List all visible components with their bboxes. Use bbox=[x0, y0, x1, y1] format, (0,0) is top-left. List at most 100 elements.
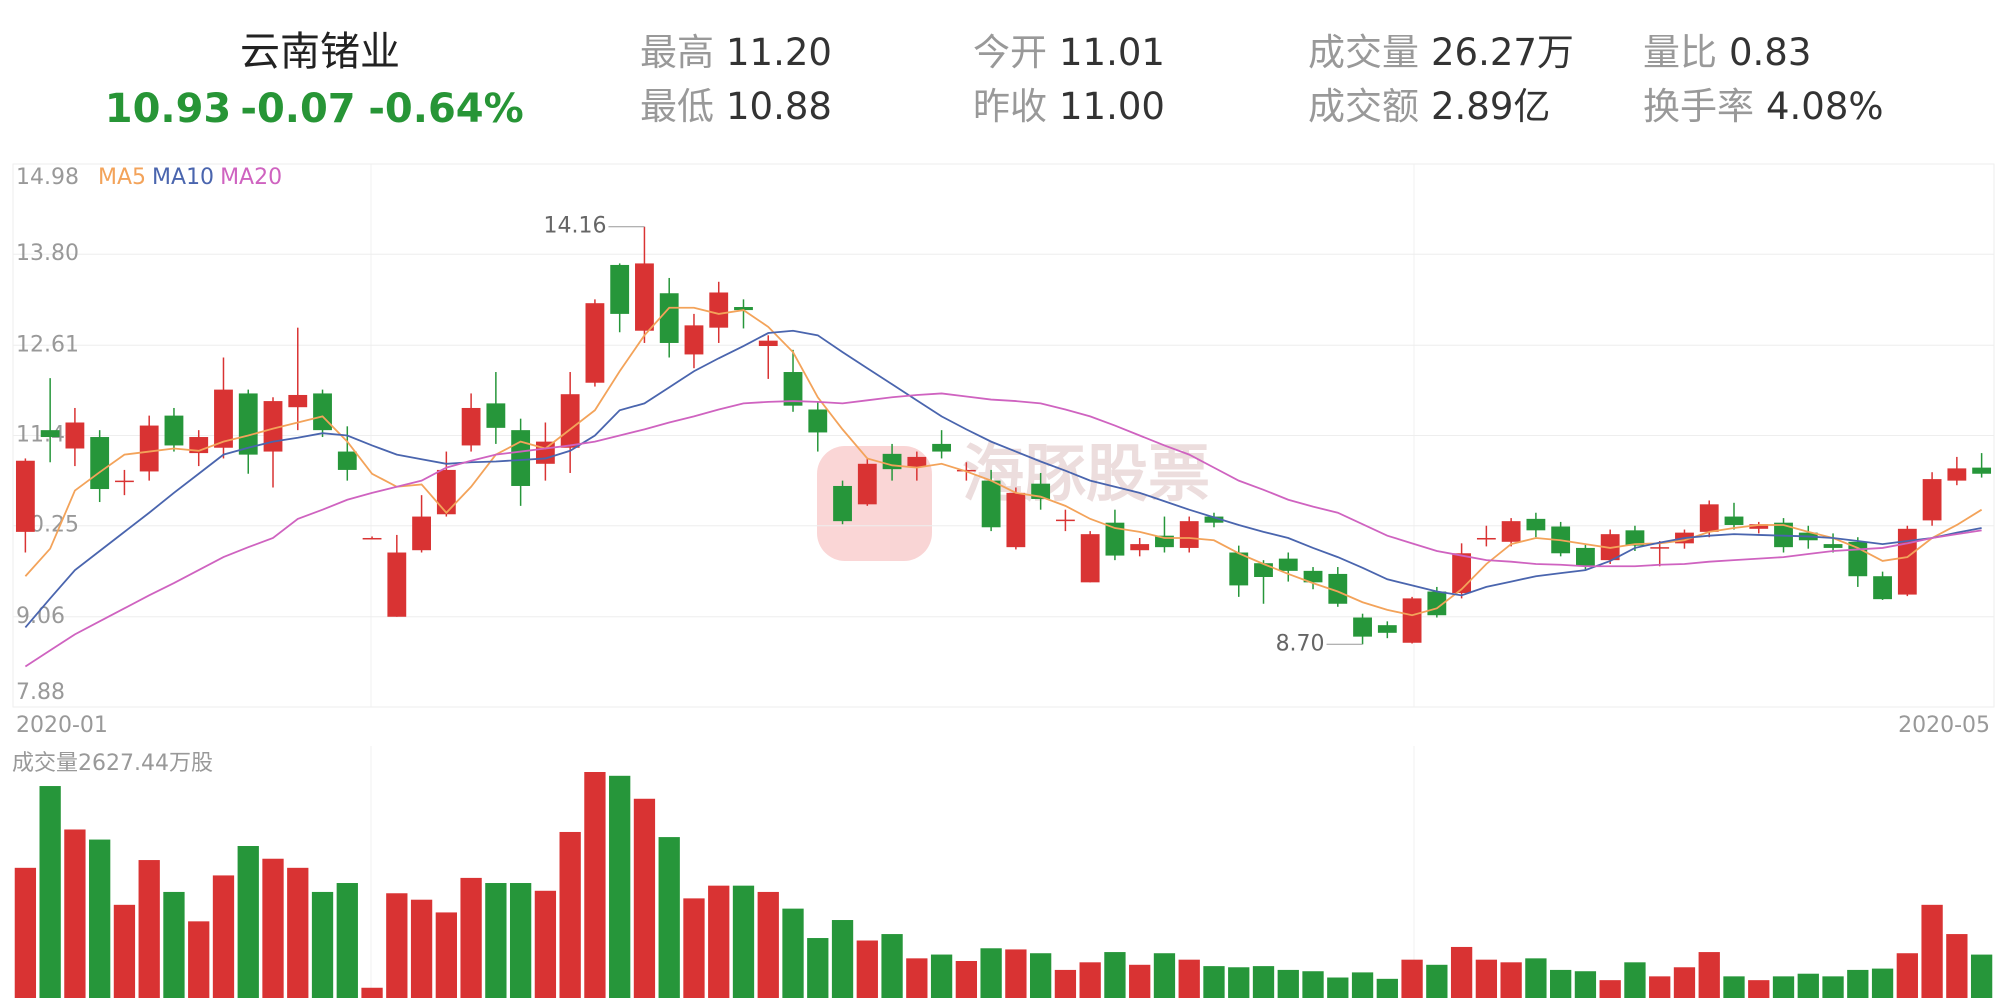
candle-body bbox=[1526, 518, 1546, 531]
volume-bar bbox=[1475, 959, 1498, 998]
volume-bar bbox=[1847, 969, 1869, 998]
volume-bar bbox=[980, 948, 1002, 998]
x-tick-label: 2020-01 bbox=[16, 713, 108, 738]
candle-body bbox=[362, 537, 382, 540]
candle-body bbox=[1055, 519, 1075, 522]
volume-bar bbox=[1525, 958, 1547, 998]
volume-bar bbox=[1029, 953, 1052, 998]
volume-bar bbox=[386, 893, 408, 998]
stat-label: 量比 bbox=[1643, 31, 1717, 74]
candle-body bbox=[1922, 479, 1942, 521]
stat: 成交量 26.27万 bbox=[1308, 31, 1574, 74]
volume-bar bbox=[435, 912, 457, 998]
volume-bar bbox=[757, 891, 779, 998]
volume-bar bbox=[1401, 959, 1423, 998]
candle-body bbox=[65, 422, 85, 449]
price-change-pct: -0.64% bbox=[368, 86, 523, 132]
volume-bar bbox=[683, 898, 705, 998]
volume-bar bbox=[1104, 952, 1126, 998]
volume-bar bbox=[188, 921, 210, 998]
legend-entry: MA20 bbox=[220, 165, 282, 190]
candle-body bbox=[635, 263, 654, 331]
candle-body bbox=[1130, 544, 1150, 551]
legend-entry: MA10 bbox=[152, 165, 214, 190]
candle-body bbox=[412, 516, 431, 551]
stat: 最低 10.88 bbox=[640, 85, 832, 128]
candle-body bbox=[90, 437, 110, 490]
candle-body bbox=[40, 430, 60, 438]
candle-body bbox=[288, 394, 308, 408]
candle-body bbox=[164, 415, 184, 446]
candle-body bbox=[1328, 573, 1348, 604]
volume-bar bbox=[14, 867, 37, 998]
candle-body bbox=[1254, 563, 1273, 577]
volume-bar bbox=[881, 934, 903, 998]
volume-bar bbox=[138, 860, 160, 998]
volume-bar bbox=[1772, 976, 1795, 998]
stat-label: 成交量 bbox=[1308, 31, 1419, 74]
volume-bar bbox=[930, 954, 953, 998]
candle-body bbox=[15, 460, 35, 532]
candle-body bbox=[139, 425, 159, 472]
ma-line bbox=[24, 392, 1982, 668]
volume-bar bbox=[64, 829, 86, 998]
candle-body bbox=[486, 403, 506, 428]
candle-body bbox=[1625, 530, 1645, 546]
stat-value: 0.83 bbox=[1729, 31, 1811, 74]
stat-value: 10.88 bbox=[726, 85, 832, 128]
y-tick-label: 14.98 bbox=[16, 165, 79, 190]
candle-body bbox=[1080, 534, 1100, 583]
volume-bar bbox=[1178, 959, 1200, 998]
candle-body bbox=[1724, 516, 1744, 525]
candle-body bbox=[585, 303, 605, 383]
volume-bar bbox=[708, 885, 730, 998]
stock-name: 云南锗业 bbox=[240, 29, 400, 75]
volume-bar bbox=[1748, 980, 1770, 998]
volume-bar bbox=[287, 867, 309, 998]
candle-body bbox=[610, 264, 630, 314]
candle-body bbox=[535, 441, 555, 464]
volume-bar bbox=[237, 846, 259, 998]
volume-bar bbox=[1574, 971, 1597, 998]
candle-body bbox=[1105, 522, 1125, 556]
candle-body bbox=[1823, 544, 1843, 548]
candle-body bbox=[659, 293, 679, 343]
volume-bar bbox=[1129, 964, 1151, 998]
watermark-text: 海豚股票 bbox=[962, 437, 1210, 510]
volume-bar bbox=[39, 786, 61, 998]
candle-body bbox=[461, 407, 481, 446]
volume-bar bbox=[311, 891, 334, 998]
candle-body bbox=[387, 552, 407, 617]
candle-body bbox=[337, 451, 357, 470]
stat: 昨收 11.00 bbox=[973, 85, 1165, 128]
volume-bar bbox=[584, 772, 606, 998]
y-tick-label: 12.61 bbox=[16, 332, 79, 357]
candle-body bbox=[1278, 558, 1298, 571]
y-tick-label: 7.88 bbox=[16, 680, 65, 705]
volume-bar bbox=[212, 875, 235, 998]
candle-body bbox=[560, 394, 580, 448]
volume-label: 成交量2627.44万股 bbox=[12, 751, 213, 776]
candle-body bbox=[1353, 617, 1372, 637]
volume-bar bbox=[1698, 952, 1720, 998]
volume-bar bbox=[633, 798, 656, 998]
volume-bar bbox=[485, 883, 507, 998]
volume-bar bbox=[1649, 976, 1671, 998]
price: 10.93 bbox=[105, 86, 232, 132]
candle-body bbox=[1303, 570, 1323, 583]
price-line: 10.93 -0.07 -0.64% bbox=[105, 86, 524, 132]
legend-entry: MA5 bbox=[98, 165, 146, 190]
volume-bar bbox=[1228, 967, 1250, 998]
volume-bar bbox=[509, 883, 532, 998]
stat: 量比 0.83 bbox=[1643, 31, 1811, 74]
candle-body bbox=[263, 401, 283, 452]
volume-bar bbox=[1822, 976, 1844, 998]
stat-value: 11.00 bbox=[1059, 85, 1165, 128]
volume-bar bbox=[1153, 953, 1176, 998]
volume-bar bbox=[559, 831, 581, 998]
candle-body bbox=[882, 453, 902, 470]
stats: 最高 11.20 今开 11.01 成交量 26.27万 量比 0.83 最低 10.88 昨收 11… bbox=[640, 31, 1884, 128]
volume-bar bbox=[460, 877, 482, 998]
candle-body bbox=[1873, 576, 1892, 600]
stat-value: 11.20 bbox=[726, 31, 832, 74]
